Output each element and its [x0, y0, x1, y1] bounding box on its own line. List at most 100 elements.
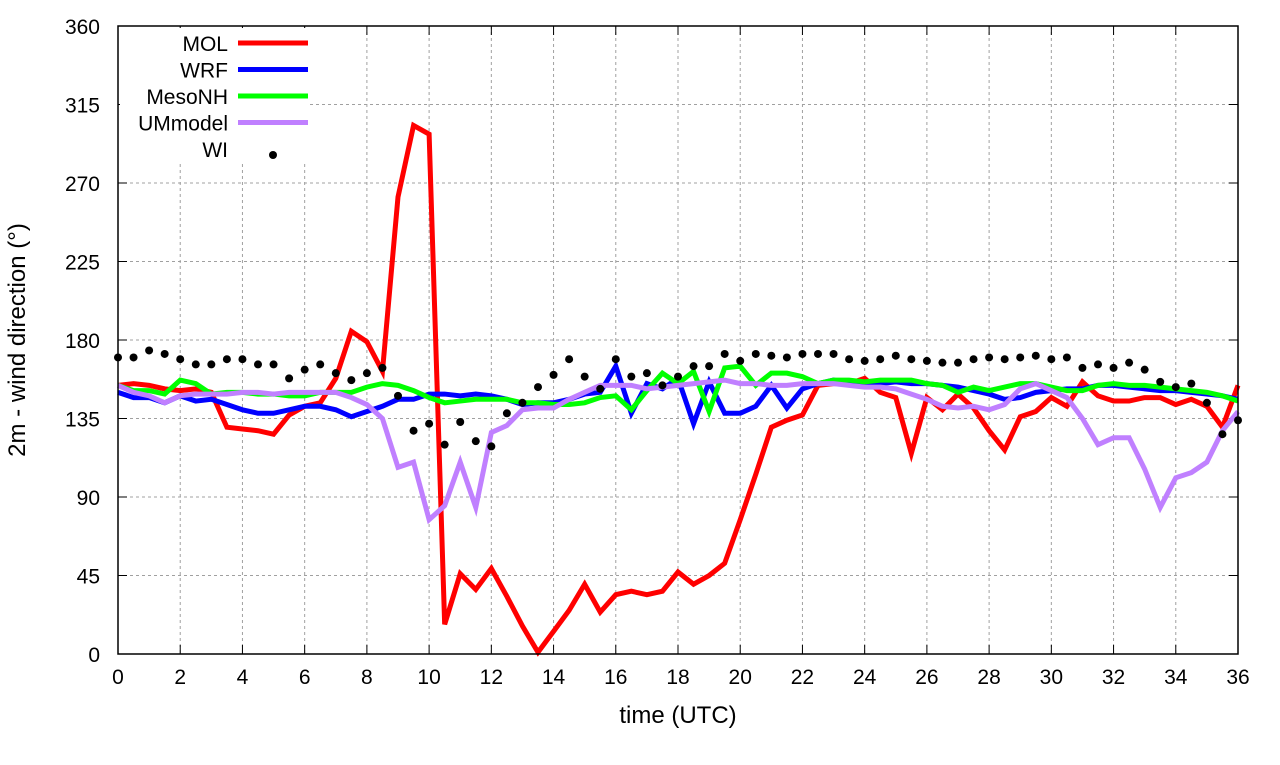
data-point-wi [580, 372, 589, 381]
plot-frame [117, 25, 1239, 655]
data-point-wi [394, 391, 402, 400]
legend-label: WRF [180, 60, 228, 83]
x-tick-label: 14 [542, 666, 566, 689]
data-point-wi [782, 353, 791, 362]
data-point-wi [316, 360, 325, 369]
data-point-wi [658, 381, 667, 390]
y-tick-label: 0 [88, 644, 100, 667]
data-point-wi [254, 360, 262, 369]
data-point-wi [1031, 351, 1040, 360]
data-point-wi [549, 370, 558, 379]
series-layer [114, 121, 1242, 657]
data-point-wi [440, 440, 449, 449]
data-point-wi [269, 360, 278, 369]
x-tick-label: 32 [1102, 666, 1125, 689]
y-tick-label: 180 [65, 330, 100, 353]
legend-label: WI [202, 139, 228, 162]
legend-label: UMmodel [138, 113, 228, 136]
data-point-wi [425, 419, 434, 428]
y-tick-label: 225 [65, 252, 100, 275]
data-point-wi [814, 349, 822, 358]
data-point-wi [207, 360, 216, 369]
data-point-wi [502, 409, 511, 418]
data-point-wi [845, 355, 854, 364]
data-point-wi [331, 369, 340, 378]
x-tick-label: 6 [299, 666, 311, 689]
data-point-wi [985, 353, 994, 362]
y-tick-label: 315 [65, 95, 100, 118]
series-wi [114, 346, 1242, 451]
x-axis-ticks: 0 2 4 6 8 10 12 14 16 18 20 22 24 26 28 30 32 34 36 [112, 26, 1250, 689]
data-point-wi [798, 349, 807, 358]
data-point-wi [565, 355, 574, 364]
data-point-wi [1078, 363, 1087, 372]
data-point-wi [751, 349, 760, 358]
legend-label: MesoNH [146, 86, 228, 109]
data-point-wi [969, 355, 978, 364]
y-tick-label: 135 [65, 409, 100, 432]
x-tick-label: 10 [417, 666, 440, 689]
legend-label: MOL [182, 33, 228, 56]
data-point-wi [160, 349, 169, 358]
y-tick-label: 270 [65, 173, 100, 196]
x-tick-label: 8 [361, 666, 373, 689]
data-point-wi [300, 365, 309, 374]
data-point-wi [611, 355, 620, 364]
x-tick-label: 20 [729, 666, 752, 689]
y-axis-label: 2m - wind direction (°) [4, 223, 31, 457]
data-point-wi [1125, 358, 1134, 367]
data-point-wi [471, 437, 480, 446]
x-tick-label: 18 [666, 666, 689, 689]
data-point-wi [347, 376, 356, 385]
data-point-wi [829, 349, 838, 358]
legend: MOL WRF MesoNH UMmodel WI [138, 33, 308, 162]
data-point-wi [1062, 353, 1071, 362]
data-point-wi [907, 355, 916, 364]
data-point-wi [938, 358, 947, 367]
data-point-wi [720, 349, 729, 358]
series-ummodel [116, 377, 1240, 525]
data-point-wi [1094, 360, 1102, 369]
data-point-wi [1000, 355, 1009, 364]
data-point-wi [409, 426, 418, 435]
data-point-wi [674, 372, 682, 381]
x-tick-label: 4 [237, 666, 249, 689]
x-tick-label: 2 [174, 666, 186, 689]
y-tick-label: 360 [65, 16, 100, 39]
data-point-wi [518, 398, 527, 407]
data-point-wi [689, 362, 698, 371]
data-point-wi [238, 355, 247, 364]
data-point-wi [534, 383, 542, 392]
data-point-wi [145, 346, 154, 355]
data-point-wi [1109, 363, 1118, 372]
x-tick-label: 0 [112, 666, 124, 689]
data-point-wi [922, 356, 931, 365]
data-point-wi [222, 355, 231, 364]
x-tick-label: 12 [480, 666, 503, 689]
data-point-wi [736, 356, 745, 365]
data-point-wi [627, 372, 636, 381]
data-point-wi [191, 360, 200, 369]
data-point-wi [767, 351, 776, 360]
data-point-wi [487, 442, 496, 451]
legend-swatch [269, 151, 277, 159]
x-tick-label: 26 [915, 666, 938, 689]
y-tick-label: 45 [77, 566, 100, 589]
data-point-wi [1140, 365, 1149, 374]
data-point-wi [1016, 353, 1025, 362]
data-point-wi [1171, 383, 1180, 392]
data-point-wi [642, 369, 651, 378]
data-point-wi [876, 355, 885, 364]
data-point-wi [1218, 430, 1227, 439]
data-point-wi [860, 356, 869, 365]
x-tick-label: 16 [604, 666, 627, 689]
y-tick-label: 90 [77, 487, 100, 510]
data-point-wi [1047, 355, 1056, 364]
series-line-ummodel [116, 377, 1240, 525]
x-axis-label: time (UTC) [619, 702, 736, 729]
data-point-wi [1187, 379, 1196, 388]
x-tick-label: 24 [853, 666, 877, 689]
data-point-wi [362, 369, 371, 378]
x-tick-label: 22 [791, 666, 814, 689]
